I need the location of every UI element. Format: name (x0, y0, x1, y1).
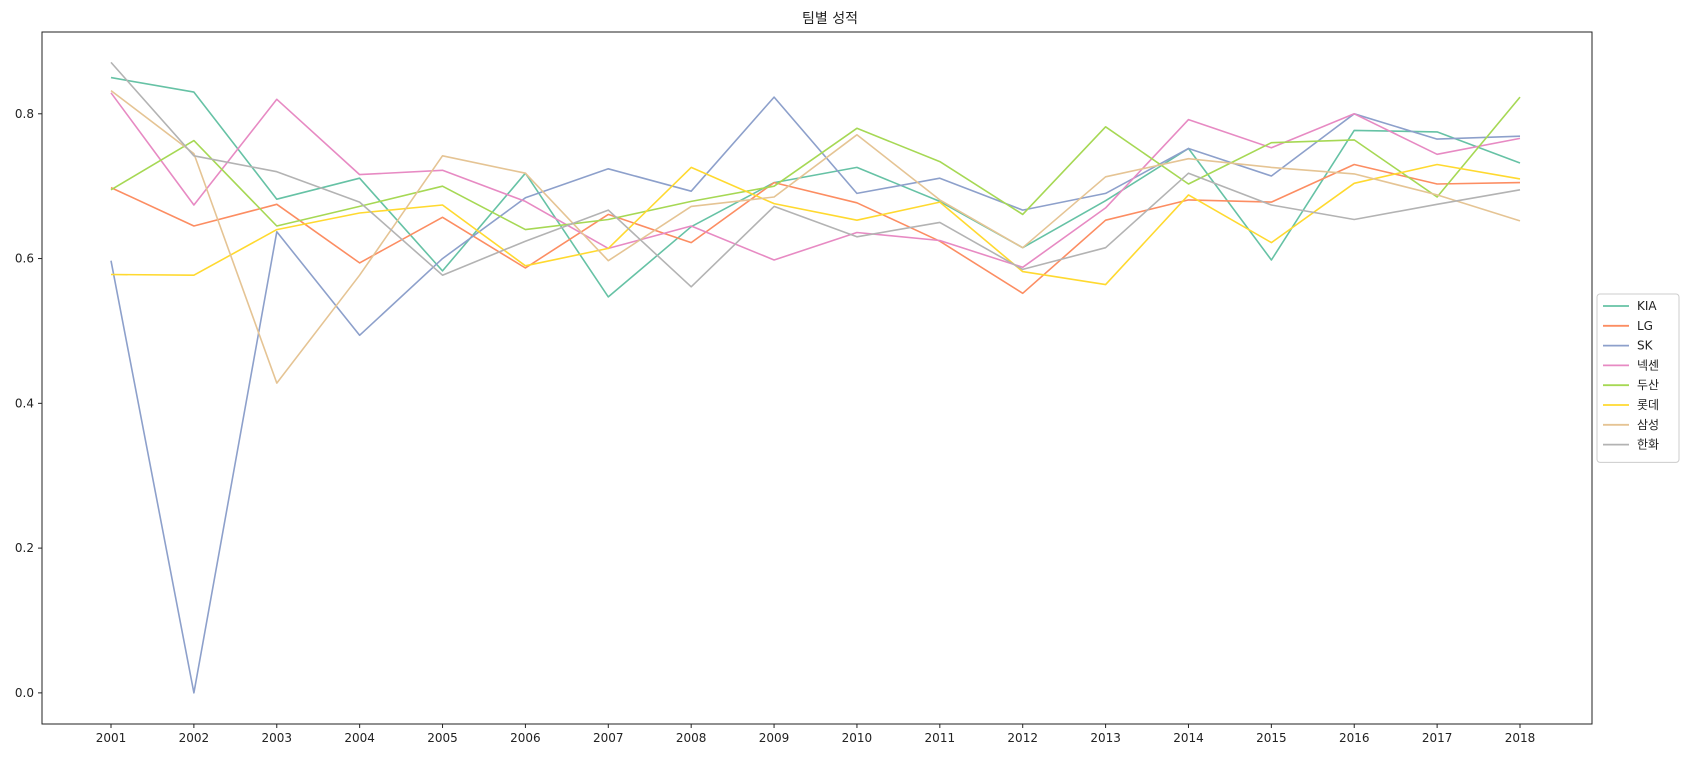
x-tick-label: 2015 (1256, 731, 1287, 745)
legend-label: 한화 (1637, 438, 1659, 452)
series-line-삼성 (110, 89, 1521, 384)
x-tick-label: 2004 (344, 731, 375, 745)
series-line-롯데 (110, 163, 1521, 286)
series-line-한화 (110, 61, 1521, 288)
plot-area-frame (41, 31, 1593, 725)
y-tick-label: 0.2 (15, 541, 34, 555)
legend-label: 넥센 (1637, 358, 1659, 372)
legend-label: 삼성 (1637, 418, 1659, 432)
x-tick-label: 2005 (427, 731, 458, 745)
legend-box (1596, 293, 1680, 463)
series-line-KIA (110, 76, 1521, 298)
legend-label: 롯데 (1637, 398, 1659, 412)
x-tick-label: 2013 (1090, 731, 1121, 745)
x-tick-label: 2018 (1505, 731, 1536, 745)
x-tick-label: 2012 (1007, 731, 1038, 745)
series-line-LG (110, 163, 1521, 295)
y-tick-label: 0.6 (15, 252, 34, 266)
x-tick-label: 2006 (510, 731, 541, 745)
x-tick-label: 2007 (593, 731, 624, 745)
x-tick-label: 2003 (261, 731, 292, 745)
series-lines (110, 61, 1521, 694)
x-tick-label: 2017 (1422, 731, 1453, 745)
y-tick-label: 0.4 (15, 396, 34, 410)
x-axis: 2001 2002 2003 2004 2005 2006 2007 2008 2009 2010… (96, 724, 1536, 745)
x-tick-label: 2016 (1339, 731, 1370, 745)
x-tick-label: 2009 (759, 731, 790, 745)
chart-title: 팀별 성적 (802, 11, 858, 27)
series-line-SK (110, 96, 1521, 694)
legend-label: SK (1637, 339, 1654, 353)
series-line-두산 (110, 96, 1521, 231)
x-tick-label: 2014 (1173, 731, 1204, 745)
legend-label: 두산 (1637, 378, 1659, 392)
x-tick-label: 2010 (842, 731, 873, 745)
x-tick-label: 2008 (676, 731, 707, 745)
y-axis: 0.0 0.2 0.4 0.6 0.8 (15, 107, 42, 700)
legend-label: LG (1637, 319, 1653, 333)
x-tick-label: 2002 (179, 731, 210, 745)
x-tick-label: 2011 (925, 731, 956, 745)
x-tick-label: 2001 (96, 731, 127, 745)
legend-label: KIA (1637, 299, 1657, 313)
y-tick-label: 0.8 (15, 107, 34, 121)
y-tick-label: 0.0 (15, 686, 34, 700)
series-line-넥센 (110, 92, 1521, 269)
